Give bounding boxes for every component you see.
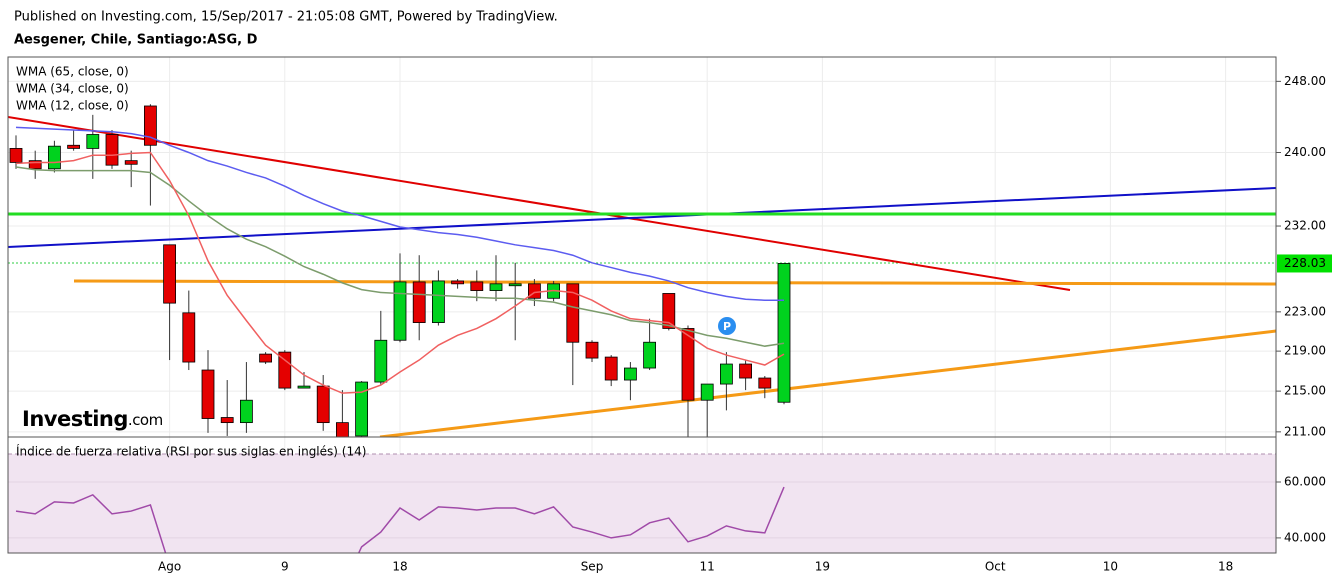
candle-body: [700, 383, 714, 401]
candle-body: [182, 312, 196, 363]
candle-body: [201, 369, 215, 419]
candle-body: [412, 281, 426, 323]
candle-body: [259, 353, 273, 363]
candle-body: [489, 283, 503, 291]
x-tick-label: 9: [281, 560, 289, 574]
candle-body: [566, 283, 580, 343]
x-tick-label: 19: [815, 560, 830, 574]
candle-body: [28, 160, 42, 170]
rsi-title: Índice de fuerza relativa (RSI por sus s…: [16, 444, 366, 459]
x-tick-label: 18: [1218, 560, 1233, 574]
candle-body: [739, 363, 752, 379]
candle-body: [624, 367, 637, 381]
candle-body: [643, 341, 656, 369]
grid: [8, 57, 1276, 553]
rsi-band: [8, 454, 1276, 553]
wma-line: [15, 166, 785, 347]
candle-body: [335, 422, 349, 437]
watermark-text: Investing: [22, 407, 128, 431]
candle-body: [9, 148, 23, 163]
trendline: [8, 116, 1071, 291]
candle-body: [163, 244, 177, 304]
event-marker[interactable]: P: [718, 317, 736, 335]
candle-body: [585, 341, 599, 359]
candle-body: [374, 339, 388, 383]
watermark-suffix: .com: [128, 411, 163, 429]
published-note: Published on Investing.com, 15/Sep/2017 …: [14, 10, 558, 25]
candle-body: [143, 105, 157, 146]
candle-body: [508, 283, 522, 287]
legend-entry: WMA (34, close, 0): [16, 82, 129, 96]
candle-body: [355, 381, 369, 437]
symbol-title: Aesgener, Chile, Santiago:ASG, D: [14, 33, 258, 48]
rsi-background: [8, 453, 1276, 553]
candle-body: [278, 351, 292, 389]
candle-body: [393, 281, 407, 341]
candle-body: [451, 280, 465, 285]
candle-body: [239, 399, 253, 424]
x-tick-label: 11: [700, 560, 715, 574]
marker-label[interactable]: P: [723, 320, 731, 333]
y-tick-label: 215.00: [1284, 384, 1326, 398]
candle-body: [316, 385, 330, 424]
axes: Ago 9 18 Sep 11 19 Oct 10 18 248.00 240.00 232.00 22…: [158, 74, 1332, 574]
y-tick-label: 60.000: [1284, 475, 1326, 489]
y-tick-label: 232.00: [1284, 219, 1326, 233]
x-tick-label: 10: [1103, 560, 1118, 574]
y-tick-label: 219.00: [1284, 344, 1326, 358]
y-tick-label: 211.00: [1284, 424, 1326, 438]
trendline: [8, 187, 1276, 248]
y-tick-label: 223.00: [1284, 304, 1326, 318]
rsi-pane: [15, 486, 785, 553]
candle-body: [48, 145, 61, 170]
candle-body: [105, 134, 119, 166]
candle-body: [470, 281, 484, 291]
y-tick-label: 240.00: [1284, 145, 1326, 159]
candle-body: [67, 144, 80, 149]
candle-body: [777, 263, 791, 403]
last-price-box: [1277, 254, 1332, 273]
rsi-line: [15, 486, 785, 553]
candle-body: [720, 363, 733, 385]
frame: [7, 56, 1277, 554]
y-tick-label: 248.00: [1284, 74, 1326, 88]
watermark: Investing.com: [22, 407, 163, 431]
candle-body: [124, 160, 138, 165]
x-tick-label: 18: [392, 560, 407, 574]
marker-circle[interactable]: [718, 317, 736, 335]
y-tick-label: 40.000: [1284, 530, 1326, 544]
candle-body: [662, 293, 676, 329]
candle-body: [431, 280, 445, 323]
candle-body: [604, 356, 618, 381]
pane-border: [7, 56, 1277, 554]
candle-body: [681, 328, 695, 401]
price-pane: [9, 104, 791, 437]
candle-body: [758, 377, 772, 389]
legend-entry: WMA (12, close, 0): [16, 99, 129, 113]
candle-body: [86, 134, 100, 149]
last-price-label: 228.03: [1284, 256, 1326, 270]
wma-line: [15, 151, 785, 394]
trendline: [379, 329, 1276, 437]
x-tick-label: Ago: [158, 560, 181, 574]
trendlines: [8, 116, 1276, 437]
candle-body: [297, 385, 311, 389]
candle-body: [220, 417, 234, 424]
x-tick-label: Sep: [581, 560, 604, 574]
wma-line: [15, 126, 784, 301]
x-tick-label: Oct: [985, 560, 1006, 574]
legend-entry: WMA (65, close, 0): [16, 65, 129, 79]
